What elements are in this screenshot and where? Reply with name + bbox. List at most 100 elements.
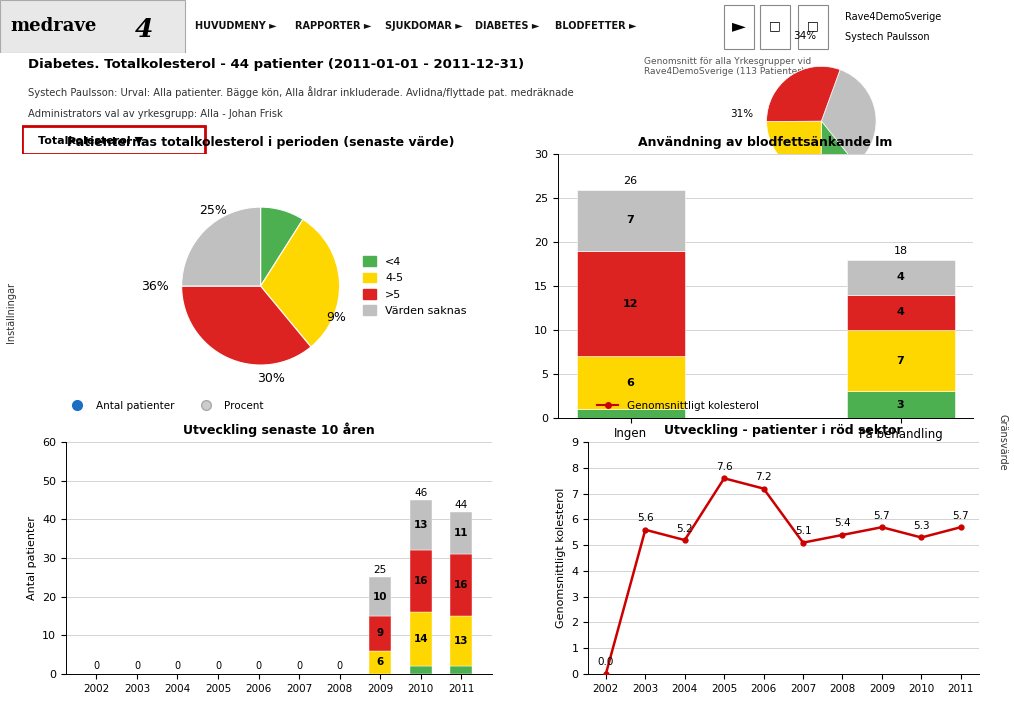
Text: 6: 6: [376, 657, 384, 668]
Text: 5.7: 5.7: [952, 511, 969, 521]
Wedge shape: [261, 207, 303, 286]
Wedge shape: [182, 286, 311, 365]
Text: 0.0: 0.0: [597, 658, 614, 668]
Text: 5.7: 5.7: [874, 511, 890, 521]
Legend: <4, 4-5, >5, Värden saknas: <4, 4-5, >5, Värden saknas: [358, 252, 470, 320]
Text: SJUKDOMAR ►: SJUKDOMAR ►: [385, 21, 462, 31]
Text: 26: 26: [624, 176, 638, 186]
Title: Utveckling senaste 10 åren: Utveckling senaste 10 åren: [183, 423, 375, 437]
Text: 6: 6: [627, 378, 635, 388]
Text: 30%: 30%: [258, 372, 285, 385]
Text: Administrators val av yrkesgrupp: Alla - Johan Frisk: Administrators val av yrkesgrupp: Alla -…: [28, 109, 283, 119]
Text: Gränsvärde: Gränsvärde: [998, 414, 1008, 471]
Text: 11: 11: [454, 528, 468, 538]
Text: HUVUDMENY ►: HUVUDMENY ►: [195, 21, 277, 31]
Text: 5.3: 5.3: [913, 521, 930, 531]
Bar: [450, 666, 473, 674]
Bar: [847, 392, 954, 418]
Text: 5.1: 5.1: [795, 526, 811, 536]
Text: 16: 16: [454, 580, 468, 590]
Text: 0: 0: [174, 661, 180, 671]
Y-axis label: Antal patienter: Antal patienter: [26, 516, 37, 600]
Bar: [847, 260, 954, 295]
Wedge shape: [261, 220, 340, 347]
Bar: [577, 409, 684, 418]
Text: 16: 16: [414, 576, 428, 586]
Text: 7.6: 7.6: [716, 462, 732, 472]
FancyBboxPatch shape: [22, 126, 205, 154]
Text: Diabetes. Totalkolesterol - 44 patienter (2011-01-01 - 2011-12-31): Diabetes. Totalkolesterol - 44 patienter…: [28, 58, 524, 72]
Bar: [798, 5, 828, 49]
Text: 4: 4: [896, 272, 904, 282]
Bar: [450, 616, 473, 666]
Bar: [847, 330, 954, 392]
Title: Patienternas totalkolesterol i perioden (senaste värde): Patienternas totalkolesterol i perioden …: [67, 136, 454, 149]
Text: 7: 7: [896, 356, 904, 366]
Text: 0: 0: [256, 661, 262, 671]
Text: 0: 0: [296, 661, 302, 671]
Text: Systech Paulsson: Systech Paulsson: [845, 32, 930, 42]
Legend: Antal patienter, Procent: Antal patienter, Procent: [63, 397, 268, 415]
Text: medrave: medrave: [10, 17, 96, 35]
Text: 25: 25: [373, 566, 386, 576]
Text: 0: 0: [337, 661, 343, 671]
Bar: [369, 651, 391, 674]
Text: 12: 12: [623, 298, 639, 309]
Text: 14: 14: [414, 634, 428, 644]
Text: 0: 0: [215, 661, 221, 671]
Text: BLODFETTER ►: BLODFETTER ►: [555, 21, 637, 31]
Text: Rave4DemoSverige: Rave4DemoSverige: [845, 12, 941, 22]
Title: Användning av blodfettsänkande lm: Användning av blodfettsänkande lm: [639, 136, 892, 149]
Wedge shape: [821, 121, 856, 176]
Bar: [0, 0, 185, 53]
Text: 44: 44: [454, 500, 467, 510]
Text: 34%: 34%: [793, 31, 816, 41]
Text: DIABETES ►: DIABETES ►: [475, 21, 539, 31]
Bar: [369, 616, 391, 651]
Text: 11%: 11%: [881, 154, 904, 164]
Bar: [450, 555, 473, 616]
Text: Totalkolesterol ▼: Totalkolesterol ▼: [38, 135, 143, 145]
Bar: [450, 512, 473, 555]
Text: Inställningar: Inställningar: [6, 282, 16, 343]
Bar: [369, 577, 391, 616]
Text: 31%: 31%: [730, 110, 753, 119]
Text: 7: 7: [627, 216, 635, 225]
Text: ►: ►: [732, 17, 746, 35]
Text: 5.6: 5.6: [637, 513, 654, 524]
Text: 9: 9: [376, 628, 383, 638]
Text: 36%: 36%: [141, 279, 169, 293]
Text: Genomsnitt för alla Yrkesgrupper vid
Rave4DemoSverige (113 Patienter): Genomsnitt för alla Yrkesgrupper vid Rav…: [644, 57, 811, 76]
Text: Systech Paulsson: Urval: Alla patienter. Bägge kön, Alla åldrar inkluderade. Avl: Systech Paulsson: Urval: Alla patienter.…: [28, 86, 574, 98]
Text: 18: 18: [893, 246, 908, 256]
Text: 9%: 9%: [327, 311, 347, 324]
Text: □: □: [807, 20, 819, 33]
Bar: [577, 190, 684, 251]
Bar: [724, 5, 754, 49]
Text: RAPPORTER ►: RAPPORTER ►: [295, 21, 371, 31]
Wedge shape: [821, 69, 876, 164]
Text: 13: 13: [414, 520, 428, 530]
Bar: [577, 356, 684, 409]
Text: 0: 0: [93, 661, 99, 671]
Legend: Genomsnittligt kolesterol: Genomsnittligt kolesterol: [593, 397, 763, 415]
Bar: [410, 612, 432, 666]
Bar: [410, 500, 432, 550]
Text: 4: 4: [135, 17, 153, 41]
Text: 7.2: 7.2: [755, 472, 772, 482]
Text: 46: 46: [414, 489, 427, 498]
Bar: [410, 666, 432, 674]
Text: 25%: 25%: [799, 205, 822, 215]
Text: 25%: 25%: [200, 204, 227, 217]
Text: 10: 10: [373, 592, 387, 602]
Bar: [847, 295, 954, 330]
Wedge shape: [767, 67, 840, 121]
Bar: [760, 5, 790, 49]
Text: 5.2: 5.2: [676, 524, 693, 534]
Text: 3: 3: [896, 399, 904, 409]
Wedge shape: [767, 121, 821, 176]
Wedge shape: [182, 207, 261, 286]
Text: 13: 13: [454, 636, 468, 646]
Text: 5.4: 5.4: [835, 519, 851, 529]
Text: 0: 0: [134, 661, 140, 671]
